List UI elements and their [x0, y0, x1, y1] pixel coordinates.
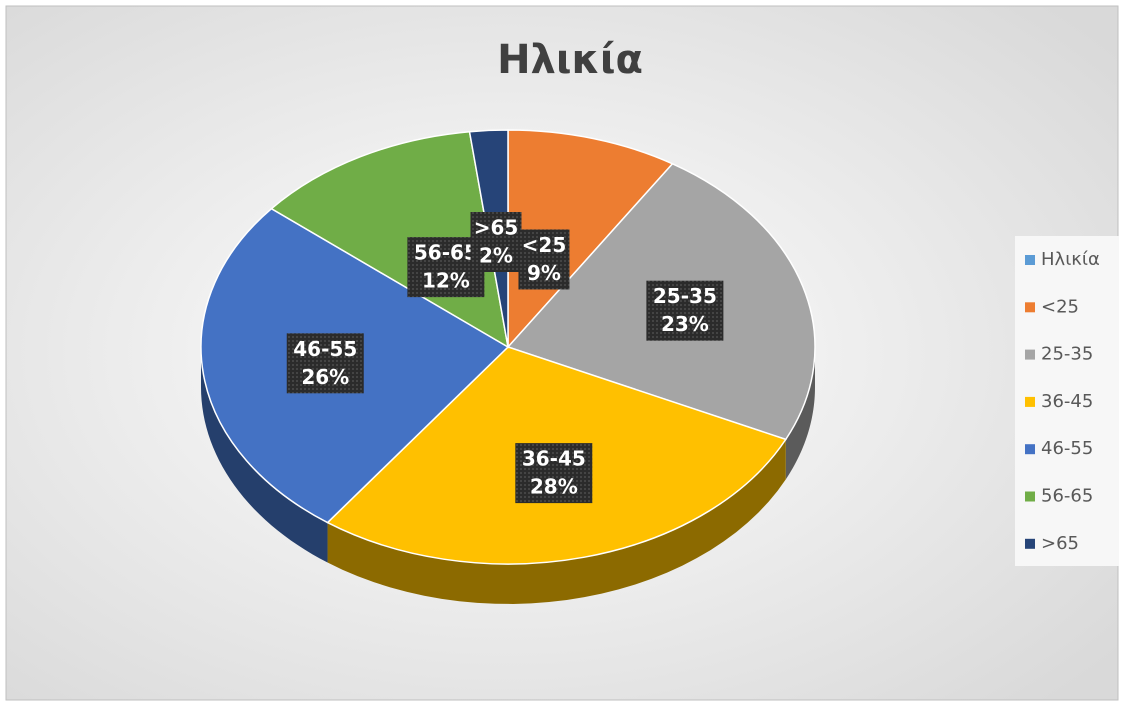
data-label-box — [646, 280, 724, 341]
legend-swatch — [1025, 491, 1035, 502]
data-label-box — [515, 443, 593, 504]
legend-label: 25-35 — [1041, 344, 1093, 365]
data-label: >652% — [470, 212, 522, 272]
legend-label: 46-55 — [1041, 438, 1093, 459]
legend-swatch — [1025, 538, 1035, 549]
legend-swatch — [1025, 444, 1035, 455]
slice-side — [327, 439, 786, 604]
legend-swatch — [1025, 349, 1035, 360]
legend-swatch — [1025, 255, 1035, 265]
data-label: 46-55 26% — [286, 333, 364, 394]
legend-label: <25 — [1041, 296, 1079, 317]
data-label-value: 26% — [301, 365, 349, 389]
data-label-category: <25 — [522, 233, 567, 257]
data-label-box — [518, 229, 570, 290]
data-label-box — [470, 212, 522, 272]
legend-swatch — [1025, 302, 1035, 313]
slice — [507, 129, 674, 349]
data-label-category: 25-35 — [653, 284, 717, 308]
data-label-box — [286, 333, 364, 394]
data-label-category: 46-55 — [293, 337, 357, 361]
data-label: 25-35 23% — [646, 280, 724, 341]
legend-label: 56-65 — [1041, 486, 1093, 507]
slice-side — [201, 347, 328, 563]
data-label-category: 56-65 — [414, 241, 478, 265]
data-label-value: 2% — [479, 244, 513, 268]
data-label-value: 23% — [661, 312, 709, 336]
data-label-category: 36-45 — [522, 447, 586, 471]
data-label: 36-45 28% — [515, 443, 593, 504]
legend-label: 36-45 — [1041, 391, 1093, 412]
chart-title: Ηλικία — [497, 37, 643, 83]
legend-label: Ηλικία — [1041, 249, 1100, 270]
legend-swatch — [1025, 396, 1035, 407]
data-label-value: 12% — [422, 269, 470, 293]
data-label-value: 28% — [530, 475, 578, 499]
data-label-value: 9% — [527, 261, 561, 285]
data-label: <259% — [518, 229, 570, 290]
data-label-category: >65 — [474, 216, 519, 240]
legend-label: >65 — [1041, 533, 1079, 554]
